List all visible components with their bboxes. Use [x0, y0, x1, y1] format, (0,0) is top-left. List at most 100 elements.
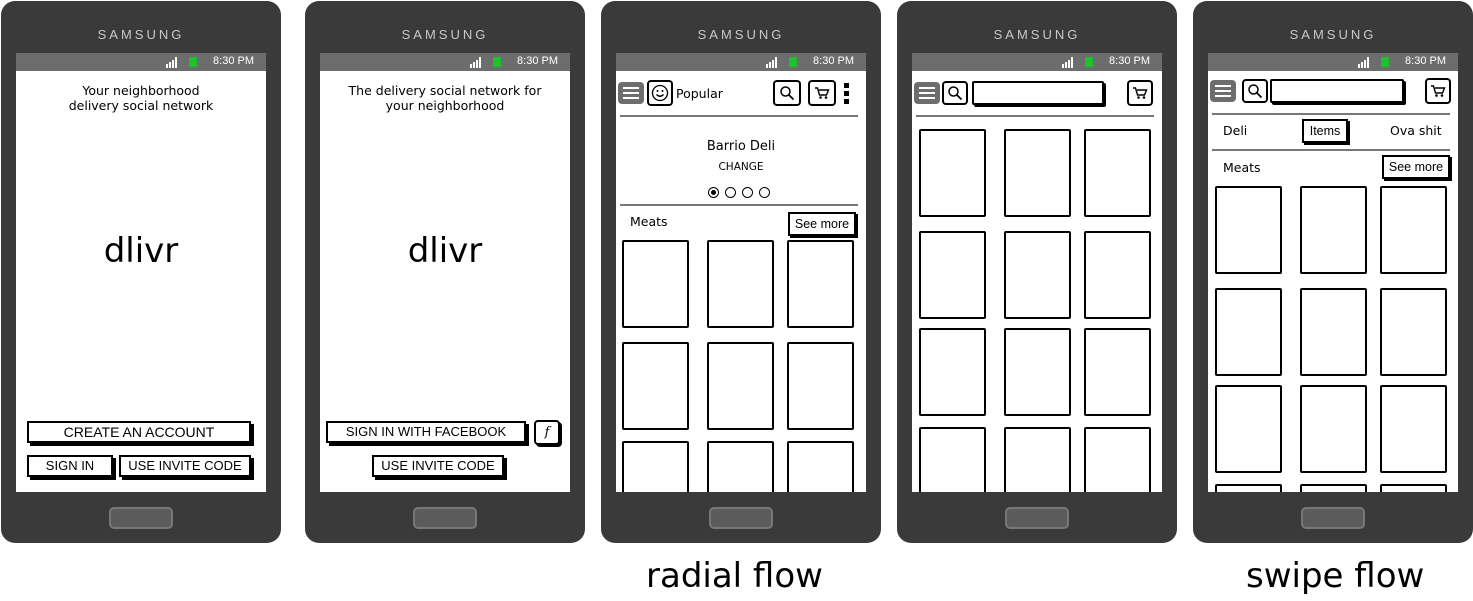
product-tile[interactable] — [1084, 231, 1151, 319]
brand-label: SAMSUNG — [97, 27, 185, 42]
status-time: 8:30 PM — [213, 55, 254, 67]
product-tile[interactable] — [1215, 385, 1282, 473]
screen-3: 8:30 PM Popular Barrio Deli CHANGE Meats… — [616, 53, 866, 492]
product-tile[interactable] — [1004, 427, 1071, 492]
home-button[interactable] — [1301, 507, 1365, 529]
product-tile[interactable] — [707, 342, 774, 430]
carousel-dots[interactable] — [708, 187, 770, 198]
carousel-dot[interactable] — [742, 187, 753, 198]
app-logo: dlivr — [103, 231, 179, 271]
header-divider — [620, 115, 858, 117]
product-tile[interactable] — [919, 427, 986, 492]
phone-3-radial-store: SAMSUNG 8:30 PM Popular Barrio Deli CHAN… — [601, 1, 881, 543]
sign-in-button[interactable]: SIGN IN — [27, 455, 113, 477]
brand-label: SAMSUNG — [401, 27, 489, 42]
battery-icon — [1381, 57, 1389, 67]
screen-1: 8:30 PM Your neighborhood delivery socia… — [16, 53, 266, 492]
carousel-dot[interactable] — [725, 187, 736, 198]
product-tile[interactable] — [787, 240, 854, 328]
cart-icon[interactable] — [808, 80, 836, 106]
product-tile[interactable] — [1215, 186, 1282, 274]
change-store-link[interactable]: CHANGE — [718, 161, 764, 173]
screen-2: 8:30 PM The delivery social network for … — [320, 53, 570, 492]
signal-icon — [166, 57, 180, 68]
product-tile[interactable] — [622, 240, 689, 328]
phone-1-signup: SAMSUNG 8:30 PM Your neighborhood delive… — [1, 1, 281, 543]
product-tile[interactable] — [1215, 484, 1282, 492]
use-invite-code-button[interactable]: USE INVITE CODE — [119, 455, 251, 477]
product-tile[interactable] — [1300, 186, 1367, 274]
brand-label: SAMSUNG — [1289, 27, 1377, 42]
product-tile[interactable] — [1300, 484, 1367, 492]
search-icon[interactable] — [773, 80, 801, 106]
product-tile[interactable] — [1380, 186, 1447, 274]
caption-radial-flow: radial flow — [646, 556, 823, 596]
product-tile[interactable] — [787, 441, 854, 492]
product-tile[interactable] — [707, 240, 774, 328]
see-more-button[interactable]: See more — [788, 212, 856, 236]
section-title: Meats — [630, 214, 668, 229]
hamburger-menu-icon[interactable] — [618, 82, 644, 104]
product-tile[interactable] — [1380, 385, 1447, 473]
phone-4-search-grid: SAMSUNG 8:30 PM — [897, 1, 1177, 543]
product-tile[interactable] — [1004, 328, 1071, 416]
battery-icon — [1085, 57, 1093, 67]
search-icon[interactable] — [942, 81, 968, 105]
product-tile[interactable] — [1084, 328, 1151, 416]
create-account-button[interactable]: CREATE AN ACCOUNT — [27, 421, 251, 443]
status-bar: 8:30 PM — [320, 53, 570, 71]
tab-divider — [1212, 149, 1450, 151]
signal-icon — [766, 57, 780, 68]
facebook-icon[interactable]: f — [534, 420, 560, 445]
product-tile[interactable] — [622, 441, 689, 492]
hamburger-menu-icon[interactable] — [914, 82, 940, 104]
product-tile[interactable] — [707, 441, 774, 492]
search-input[interactable] — [972, 81, 1104, 105]
product-tile[interactable] — [787, 342, 854, 430]
product-tile[interactable] — [1300, 288, 1367, 376]
product-tile[interactable] — [1084, 129, 1151, 217]
product-tile[interactable] — [1004, 231, 1071, 319]
tab-deli[interactable]: Deli — [1223, 123, 1248, 138]
search-icon[interactable] — [1242, 79, 1268, 103]
product-tile[interactable] — [622, 342, 689, 430]
phone-2-facebook-signin: SAMSUNG 8:30 PM The delivery social netw… — [305, 1, 585, 543]
header-divider — [1212, 113, 1450, 115]
store-name: Barrio Deli — [706, 139, 776, 154]
tab-items[interactable]: Items — [1302, 119, 1348, 143]
popular-tab[interactable]: Popular — [676, 86, 723, 101]
product-tile[interactable] — [1215, 288, 1282, 376]
home-button[interactable] — [413, 507, 477, 529]
carousel-dot[interactable] — [759, 187, 770, 198]
smiley-icon[interactable] — [647, 80, 673, 106]
product-tile[interactable] — [919, 231, 986, 319]
sign-in-with-facebook-button[interactable]: SIGN IN WITH FACEBOOK — [326, 421, 526, 443]
signal-icon — [470, 57, 484, 68]
use-invite-code-button[interactable]: USE INVITE CODE — [372, 455, 504, 477]
status-time: 8:30 PM — [813, 55, 854, 67]
signal-icon — [1358, 57, 1372, 68]
product-tile[interactable] — [919, 328, 986, 416]
header-divider — [916, 115, 1154, 117]
tab-ova-shit[interactable]: Ova shit — [1390, 123, 1442, 138]
home-button[interactable] — [1005, 507, 1069, 529]
cart-icon[interactable] — [1425, 78, 1451, 104]
home-button[interactable] — [109, 507, 173, 529]
status-time: 8:30 PM — [1109, 55, 1150, 67]
carousel-dot-active[interactable] — [708, 187, 719, 198]
cart-icon[interactable] — [1127, 80, 1153, 106]
product-tile[interactable] — [1004, 129, 1071, 217]
screen-4: 8:30 PM — [912, 53, 1162, 492]
search-input[interactable] — [1270, 79, 1404, 103]
product-tile[interactable] — [1380, 484, 1447, 492]
section-divider — [620, 204, 858, 206]
app-logo: dlivr — [407, 231, 483, 271]
product-tile[interactable] — [1084, 427, 1151, 492]
see-more-button[interactable]: See more — [1382, 155, 1450, 179]
product-tile[interactable] — [1300, 385, 1367, 473]
product-tile[interactable] — [919, 129, 986, 217]
home-button[interactable] — [709, 507, 773, 529]
kebab-menu-icon[interactable] — [844, 83, 850, 105]
hamburger-menu-icon[interactable] — [1210, 80, 1236, 102]
product-tile[interactable] — [1380, 288, 1447, 376]
